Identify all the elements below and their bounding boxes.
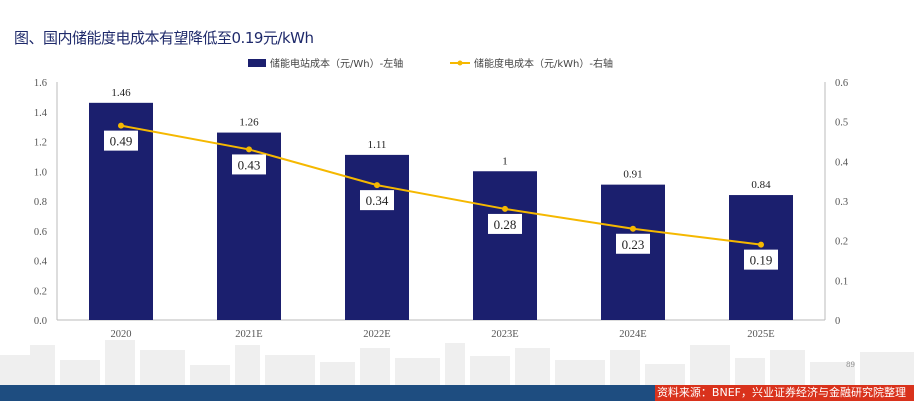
skyline-building bbox=[105, 340, 135, 385]
legend: 储能电站成本（元/Wh）-左轴 储能度电成本（元/kWh）-右轴 bbox=[248, 57, 613, 70]
skyline-building bbox=[235, 345, 260, 385]
skyline-building bbox=[515, 348, 550, 385]
bar-data-label: 1.46 bbox=[111, 87, 131, 99]
left-tick-label: 0.6 bbox=[34, 227, 47, 238]
line-point bbox=[502, 205, 508, 212]
skyline-building bbox=[395, 358, 440, 385]
source-note: 资料来源：BNEF，兴业证券经济与金融研究院整理 bbox=[655, 385, 914, 401]
x-tick-label: 2025E bbox=[747, 329, 774, 340]
skyline-background bbox=[0, 340, 914, 385]
left-tick-label: 0.8 bbox=[34, 197, 47, 208]
right-tick-label: 0.1 bbox=[835, 276, 848, 287]
bar bbox=[473, 171, 537, 320]
skyline-building bbox=[470, 356, 510, 385]
line-label-box bbox=[104, 130, 138, 151]
skyline-building bbox=[555, 360, 605, 385]
x-tick-label: 2023E bbox=[491, 329, 518, 340]
line-data-label: 0.49 bbox=[110, 134, 133, 149]
skyline-building bbox=[265, 355, 315, 385]
skyline-building bbox=[140, 350, 185, 385]
right-tick-label: 0.6 bbox=[835, 78, 848, 89]
skyline-building bbox=[320, 362, 355, 385]
x-tick-label: 2024E bbox=[619, 329, 646, 340]
skyline-building bbox=[30, 345, 55, 385]
right-tick-label: 0.4 bbox=[835, 157, 849, 168]
left-tick-label: 1.4 bbox=[34, 108, 48, 119]
bar-data-label: 1 bbox=[502, 155, 508, 167]
skyline-building bbox=[810, 362, 855, 385]
chart-title: 图、国内储能度电成本有望降低至0.19元/kWh bbox=[14, 29, 314, 47]
line-label-box bbox=[744, 249, 778, 270]
x-tick-label: 2021E bbox=[235, 329, 262, 340]
line-label-box bbox=[360, 190, 394, 211]
skyline-building bbox=[645, 364, 685, 385]
line-point bbox=[118, 122, 124, 129]
line-point bbox=[246, 146, 252, 153]
right-tick-label: 0 bbox=[835, 316, 840, 327]
skyline-building bbox=[60, 360, 100, 385]
skyline-building bbox=[610, 350, 640, 385]
line-data-label: 0.34 bbox=[366, 193, 389, 208]
skyline-building bbox=[770, 350, 805, 385]
right-tick-label: 0.5 bbox=[835, 118, 848, 129]
footer-band bbox=[0, 385, 655, 401]
skyline-building bbox=[360, 348, 390, 385]
left-tick-label: 0.4 bbox=[34, 257, 48, 268]
left-tick-label: 0.2 bbox=[34, 286, 47, 297]
page-number: 89 bbox=[846, 361, 855, 369]
bar-data-label: 1.26 bbox=[239, 117, 259, 129]
line-point bbox=[758, 241, 764, 248]
legend-line-label: 储能度电成本（元/kWh）-右轴 bbox=[474, 57, 613, 70]
line-data-label: 0.28 bbox=[494, 217, 517, 232]
line-point bbox=[630, 225, 636, 232]
skyline-building bbox=[190, 365, 230, 385]
left-tick-label: 1.6 bbox=[34, 78, 47, 89]
x-tick-label: 2022E bbox=[363, 329, 390, 340]
line-point bbox=[374, 182, 380, 189]
bar-data-label: 0.91 bbox=[623, 169, 642, 181]
legend-bar-label: 储能电站成本（元/Wh）-左轴 bbox=[270, 57, 403, 70]
legend-bar-swatch bbox=[248, 59, 266, 67]
skyline-building bbox=[445, 343, 465, 385]
bar-data-label: 1.11 bbox=[368, 139, 387, 151]
right-tick-label: 0.2 bbox=[835, 237, 848, 248]
right-tick-label: 0.3 bbox=[835, 197, 848, 208]
line-label-box bbox=[488, 213, 522, 234]
legend-line-marker bbox=[457, 60, 463, 66]
cost-line bbox=[120, 124, 762, 246]
line-label-box bbox=[232, 154, 266, 175]
skyline-building bbox=[0, 355, 30, 385]
left-tick-label: 1.0 bbox=[34, 167, 47, 178]
line-data-label: 0.43 bbox=[238, 157, 261, 172]
skyline-building bbox=[690, 345, 730, 385]
skyline-building bbox=[735, 358, 765, 385]
line-data-label: 0.23 bbox=[622, 237, 645, 252]
left-tick-label: 0.0 bbox=[34, 316, 47, 327]
line-data-label: 0.19 bbox=[750, 253, 773, 268]
bar-data-label: 0.84 bbox=[751, 179, 771, 191]
line-label-box bbox=[616, 233, 650, 254]
x-tick-label: 2020 bbox=[111, 329, 132, 340]
left-tick-label: 1.2 bbox=[34, 138, 47, 149]
skyline-building bbox=[860, 352, 914, 385]
